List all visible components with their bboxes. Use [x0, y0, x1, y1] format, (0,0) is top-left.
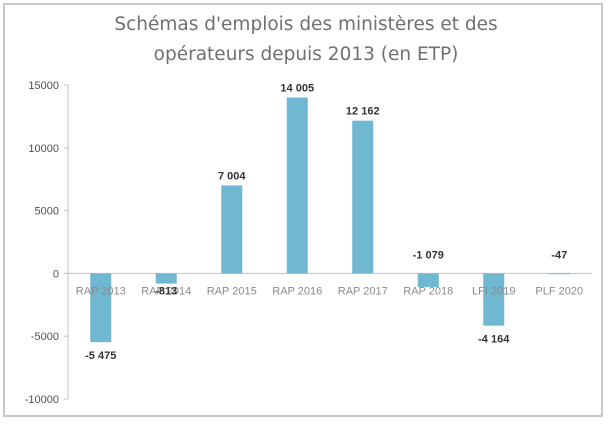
x-tick-label: LFI 2019	[472, 285, 515, 297]
chart-title-line-2: opérateurs depuis 2013 (en ETP)	[153, 44, 459, 65]
bar	[483, 273, 505, 326]
chart-title: Schémas d'emplois des ministères et des …	[0, 10, 612, 70]
y-tick-label: 15000	[28, 80, 59, 92]
bar	[417, 273, 439, 287]
x-tick-label: RAP 2014	[141, 285, 191, 297]
bar	[352, 120, 374, 274]
y-tick-label: -10000	[25, 394, 59, 406]
data-label: -5 475	[85, 350, 116, 362]
x-tick-label: RAP 2015	[207, 285, 257, 297]
x-tick-label: RAP 2016	[272, 285, 322, 297]
chart-title-line-1: Schémas d'emplois des ministères et des	[114, 14, 498, 35]
y-tick-label: -5000	[31, 331, 59, 343]
x-tick-label: RAP 2017	[338, 285, 388, 297]
data-label: -47	[551, 249, 567, 261]
data-label: -813	[155, 286, 177, 298]
y-tick-label: 0	[53, 268, 59, 280]
chart-axes: 15000 10000 5000 0 -5000 -10000	[25, 80, 592, 406]
data-label: 14 005	[280, 82, 314, 94]
data-label: -1 079	[413, 249, 444, 261]
x-tick-label: PLF 2020	[535, 285, 583, 297]
data-label: -4 164	[478, 334, 510, 346]
y-tick-label: 5000	[35, 206, 59, 218]
bar	[221, 185, 243, 274]
data-label: 7 004	[218, 170, 246, 182]
x-tick-label: RAP 2013	[76, 285, 126, 297]
bar	[548, 273, 570, 275]
bar	[286, 97, 308, 274]
x-tick-label: RAP 2018	[403, 285, 453, 297]
data-labels: RAP 2013 -5 475 RAP 2014-813 RAP 2015 7 004 R…	[76, 82, 583, 362]
bar	[90, 273, 112, 343]
bar	[155, 273, 177, 284]
bar-series	[90, 97, 570, 343]
data-label: 12 162	[346, 106, 380, 118]
y-tick-label: 10000	[28, 143, 59, 155]
